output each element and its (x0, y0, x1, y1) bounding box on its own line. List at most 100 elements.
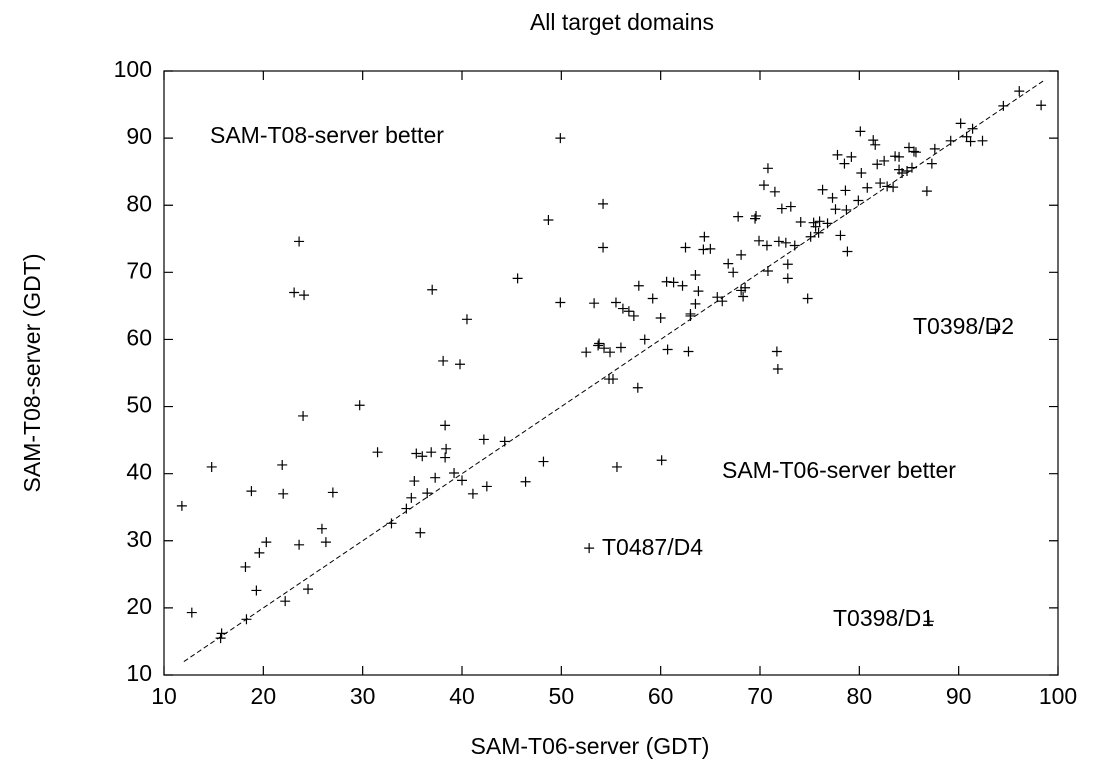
point (647, 293, 658, 304)
point (628, 310, 639, 321)
point (967, 123, 978, 134)
x-tick-label: 60 (648, 683, 674, 709)
point (372, 447, 383, 458)
x-tick-label: 70 (747, 683, 773, 709)
point (882, 181, 893, 192)
y-tick-label: 60 (126, 325, 152, 351)
point (945, 135, 956, 146)
point (723, 258, 734, 269)
point (839, 158, 850, 169)
y-tick-label: 30 (126, 526, 152, 552)
point (327, 487, 338, 498)
point (440, 420, 451, 431)
point (303, 584, 314, 595)
point (908, 146, 919, 157)
point (814, 216, 825, 227)
point (216, 628, 227, 639)
point (738, 291, 749, 302)
point (830, 204, 841, 215)
reference-line (183, 80, 1044, 662)
point (705, 243, 716, 254)
point (904, 142, 914, 153)
point (761, 240, 772, 251)
point (872, 159, 883, 170)
point (254, 547, 265, 558)
point (610, 297, 621, 308)
point (817, 184, 828, 195)
point (712, 292, 723, 303)
point (215, 633, 226, 644)
point (598, 198, 609, 209)
point (401, 503, 412, 514)
point (923, 616, 934, 627)
point (607, 374, 618, 385)
point (406, 492, 417, 503)
y-tick-label: 50 (126, 392, 152, 418)
point (762, 163, 773, 174)
point (639, 334, 650, 345)
y-tick-label: 10 (126, 660, 152, 686)
point (430, 472, 441, 483)
x-tick-label: 10 (151, 683, 177, 709)
point (846, 151, 857, 162)
annotation: SAM-T08-server better (210, 122, 444, 148)
point (280, 596, 291, 607)
point (827, 192, 838, 203)
point (241, 614, 252, 625)
point (277, 459, 288, 470)
point (411, 448, 422, 459)
point (693, 286, 704, 297)
point (617, 303, 628, 314)
point (599, 343, 610, 354)
point (656, 455, 667, 466)
point (717, 296, 728, 307)
point (802, 293, 813, 304)
point (294, 236, 305, 247)
point (251, 585, 262, 596)
annotation: T0398/D2 (913, 313, 1014, 339)
point (668, 277, 679, 288)
point (762, 265, 773, 276)
y-tick-label: 70 (126, 257, 152, 283)
point (776, 203, 787, 214)
point (875, 178, 886, 189)
annotation: T0487/D4 (602, 534, 703, 560)
point (961, 131, 972, 142)
point (888, 182, 899, 193)
point (354, 400, 365, 411)
point (921, 186, 932, 197)
point (773, 236, 784, 247)
point (841, 204, 852, 215)
point (772, 363, 783, 374)
x-tick-label: 80 (847, 683, 873, 709)
point (853, 195, 864, 206)
point (632, 382, 643, 393)
y-tick-label: 90 (126, 123, 152, 149)
point (832, 149, 843, 160)
point (543, 214, 554, 225)
point (897, 168, 908, 179)
chart-title: All target domains (530, 9, 714, 35)
point (623, 306, 634, 317)
point (782, 273, 793, 284)
x-tick-label: 30 (350, 683, 376, 709)
point (661, 276, 672, 287)
y-tick-label: 20 (126, 593, 152, 619)
point (870, 139, 881, 150)
point (409, 476, 420, 487)
point (879, 155, 890, 166)
point (955, 118, 966, 129)
point (481, 481, 492, 492)
point (457, 475, 467, 486)
point (789, 240, 800, 251)
point (589, 298, 600, 309)
x-axis-label: SAM-T06-server (GDT) (471, 733, 710, 759)
point (478, 434, 489, 445)
point (690, 298, 701, 309)
point (427, 284, 438, 295)
point (998, 100, 1009, 111)
point (520, 476, 531, 487)
point (584, 543, 595, 554)
point (808, 217, 819, 228)
